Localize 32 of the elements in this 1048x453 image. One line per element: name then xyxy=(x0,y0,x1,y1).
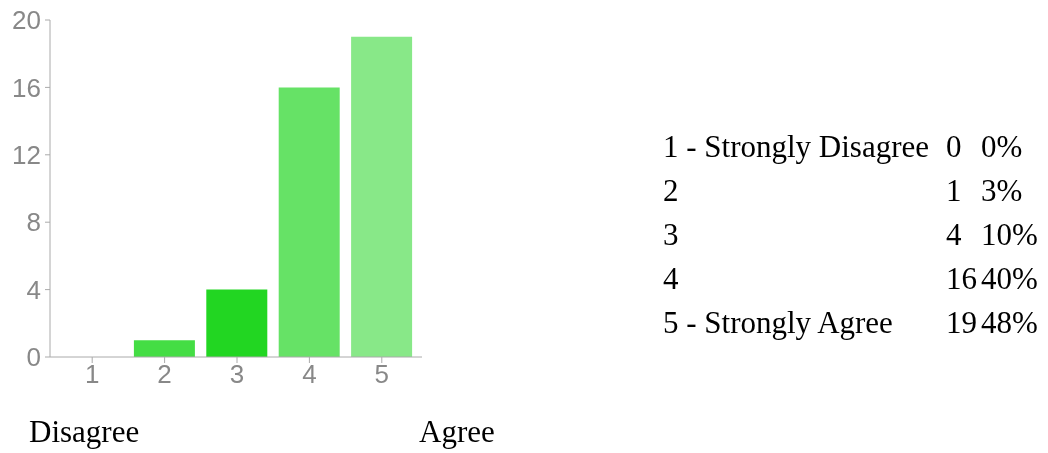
x-tick-label: 5 xyxy=(374,359,390,390)
bar xyxy=(278,87,340,357)
bar xyxy=(206,289,268,357)
text: Agree xyxy=(419,414,495,449)
text: 3% xyxy=(981,173,1023,208)
text: 1 xyxy=(946,173,962,208)
x-tick-label: 2 xyxy=(157,359,172,390)
y-tick-label: 4 xyxy=(26,274,41,305)
text: 0% xyxy=(981,129,1023,164)
text: 40% xyxy=(981,261,1038,296)
text: 48% xyxy=(981,305,1038,340)
text: 19 xyxy=(946,305,978,340)
text: Disagree xyxy=(29,414,140,449)
y-tick-label: 16 xyxy=(12,72,41,103)
x-tick-label: 3 xyxy=(229,359,245,390)
x-tick-label: 1 xyxy=(84,359,100,390)
y-tick-label: 12 xyxy=(12,140,41,171)
y-tick-label: 20 xyxy=(12,5,41,36)
text: 10% xyxy=(981,217,1038,252)
text: 16 xyxy=(946,261,978,296)
bar xyxy=(351,36,413,357)
text: 3 xyxy=(663,217,679,252)
text: 2 xyxy=(663,173,679,208)
text: 4 xyxy=(946,217,962,252)
bar xyxy=(133,340,195,357)
text: 1 - Strongly Disagree xyxy=(663,129,930,164)
text: 4 xyxy=(663,261,679,296)
text: 0 xyxy=(946,129,962,164)
y-tick-label: 8 xyxy=(26,207,41,238)
text: 5 - Strongly Agree xyxy=(663,305,893,340)
y-tick-label: 0 xyxy=(26,342,41,373)
x-tick-label: 4 xyxy=(302,359,317,390)
